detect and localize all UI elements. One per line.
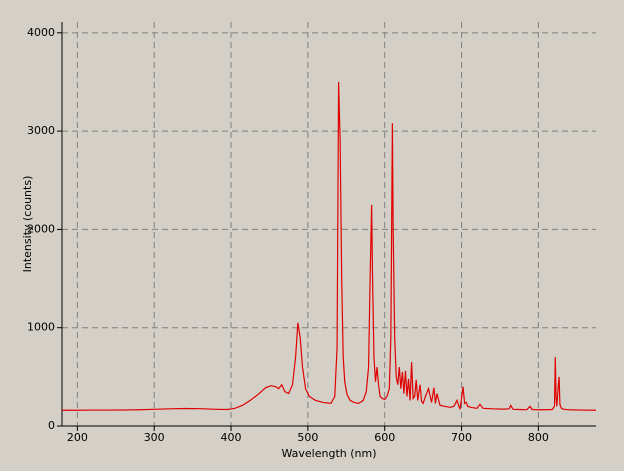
y-tick-label: 3000 xyxy=(27,124,55,137)
x-tick-label: 400 xyxy=(221,431,242,444)
y-tick-label: 4000 xyxy=(27,26,55,39)
spectrum-line xyxy=(62,81,597,411)
y-tick-label: 2000 xyxy=(27,222,55,235)
y-axis-label: Intensity (counts) xyxy=(21,176,34,273)
x-tick-label: 300 xyxy=(144,431,165,444)
x-tick-label: 800 xyxy=(528,431,549,444)
y-tick-label: 0 xyxy=(48,419,55,432)
y-tick-label: 1000 xyxy=(27,321,55,334)
x-tick-label: 600 xyxy=(374,431,395,444)
x-tick-label: 700 xyxy=(451,431,472,444)
x-tick-label: 200 xyxy=(67,431,88,444)
x-tick-label: 500 xyxy=(297,431,318,444)
x-axis-label: Wavelength (nm) xyxy=(281,447,376,460)
